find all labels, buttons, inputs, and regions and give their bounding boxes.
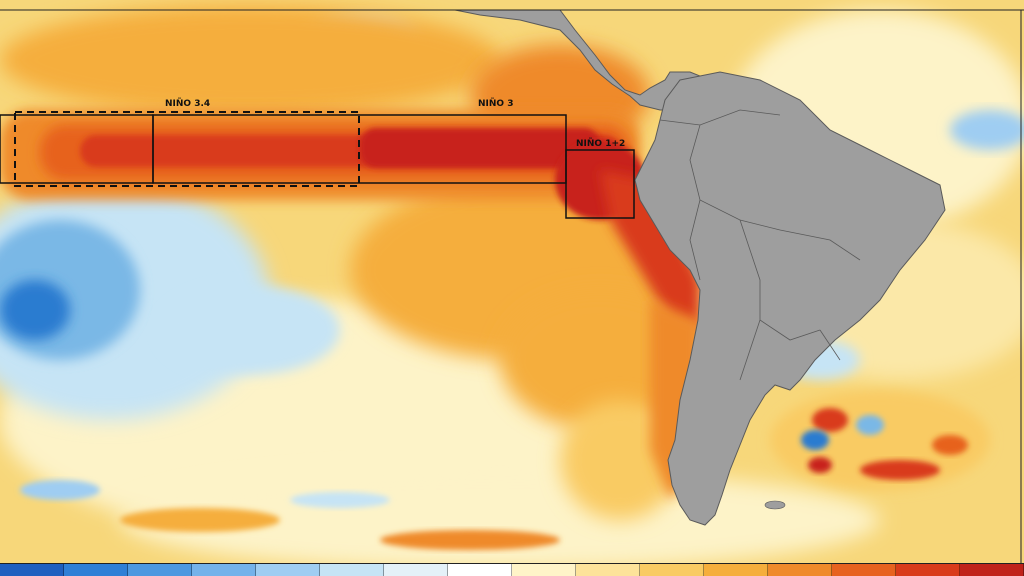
eddy xyxy=(801,430,829,450)
color-scale-cell xyxy=(192,564,256,576)
color-scale-cell xyxy=(768,564,832,576)
speckle xyxy=(120,508,280,532)
color-scale-cell xyxy=(960,564,1024,576)
color-scale-cell xyxy=(704,564,768,576)
cool-patch xyxy=(950,110,1024,150)
nino-region-boxes: NIÑO 3.4 NIÑO 3 NIÑO 1+2 xyxy=(0,98,635,219)
color-scale-cell xyxy=(832,564,896,576)
speckle xyxy=(380,530,560,550)
eddy xyxy=(932,435,968,455)
color-scale-cell xyxy=(896,564,960,576)
coastal-warm-strip xyxy=(600,170,700,330)
nino-3-box xyxy=(152,114,567,184)
cool-patch xyxy=(0,280,70,340)
eddy xyxy=(812,408,848,432)
land-mass xyxy=(454,9,946,526)
eddy xyxy=(808,457,832,473)
nino-12-box xyxy=(565,149,635,219)
color-scale-cell xyxy=(256,564,320,576)
color-scale-cell xyxy=(64,564,128,576)
color-scale-cell xyxy=(640,564,704,576)
warm-patch xyxy=(0,5,500,115)
nino-3-label: NIÑO 3 xyxy=(478,98,513,109)
nino-12-label: NIÑO 1+2 xyxy=(576,138,625,149)
color-scale-cell xyxy=(448,564,512,576)
speckle xyxy=(290,492,390,508)
color-scale-bar xyxy=(0,563,1024,576)
warm-tongue xyxy=(360,128,600,168)
eddy xyxy=(856,415,884,435)
nino-34-box xyxy=(14,111,360,187)
nino-34-label: NIÑO 3.4 xyxy=(165,98,210,109)
south-america xyxy=(634,71,946,526)
cool-patch xyxy=(160,285,340,375)
island xyxy=(764,500,786,510)
map-canvas: NIÑO 3.4 NIÑO 3 NIÑO 1+2 xyxy=(0,0,1024,563)
color-scale-cell xyxy=(512,564,576,576)
eddy xyxy=(860,460,940,480)
color-scale-cell xyxy=(384,564,448,576)
country-borders xyxy=(659,109,861,381)
color-scale-cell xyxy=(320,564,384,576)
color-scale-cell xyxy=(0,564,64,576)
color-scale-cell xyxy=(128,564,192,576)
speckle xyxy=(20,480,100,500)
anomaly-field xyxy=(0,5,1024,563)
color-scale-cell xyxy=(576,564,640,576)
